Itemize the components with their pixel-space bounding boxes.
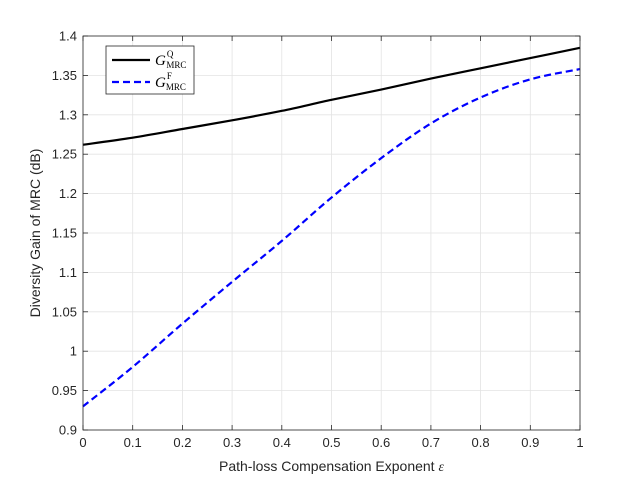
x-tick-label: 0.7 xyxy=(422,435,440,450)
y-axis-label: Diversity Gain of MRC (dB) xyxy=(27,149,43,318)
legend-label-f-sup: F xyxy=(167,71,172,81)
x-tick-label: 1 xyxy=(576,435,583,450)
legend-label-q-sup: Q xyxy=(167,49,174,59)
x-axis-ticks: 0 0.1 0.2 0.3 0.4 0.5 0.6 0.7 0.8 0.9 1 xyxy=(79,36,584,450)
x-tick-label: 0.8 xyxy=(472,435,490,450)
series-lines xyxy=(82,46,581,408)
series-line-0 xyxy=(82,46,581,146)
x-axis-label-text: Path-loss Compensation Exponent xyxy=(219,458,435,474)
legend-label-q-sub: MRC xyxy=(166,60,186,70)
x-axis-label: Path-loss Compensation Exponent ε xyxy=(219,458,444,475)
legend-label-f: GF MRC xyxy=(155,71,186,92)
x-axis-label-symbol: ε xyxy=(438,460,444,475)
x-tick-label: 0.1 xyxy=(124,435,142,450)
x-tick-label: 0.5 xyxy=(322,435,340,450)
y-axis-ticks: 0.9 0.95 1 1.05 1.1 1.15 1.2 1.25 1.3 1.35 1.4 xyxy=(52,29,580,438)
y-tick-label: 1 xyxy=(70,344,77,359)
y-tick-label: 1.25 xyxy=(52,147,77,162)
y-tick-label: 1.15 xyxy=(52,226,77,241)
legend-label-q-main: G xyxy=(155,53,166,69)
legend-entry-f: GF MRC xyxy=(112,71,186,92)
legend-label-f-main: G xyxy=(155,75,166,91)
y-tick-label: 1.3 xyxy=(59,107,77,122)
y-tick-label: 0.9 xyxy=(59,423,77,438)
legend-entry-q: GQ MRC xyxy=(112,49,186,70)
y-tick-label: 1.2 xyxy=(59,186,77,201)
x-tick-label: 0.3 xyxy=(223,435,241,450)
x-tick-label: 0.9 xyxy=(521,435,539,450)
x-tick-label: 0.4 xyxy=(273,435,291,450)
y-tick-label: 1.35 xyxy=(52,68,77,83)
y-tick-label: 0.95 xyxy=(52,383,77,398)
legend-box xyxy=(105,45,195,95)
y-tick-label: 1.05 xyxy=(52,304,77,319)
x-tick-label: 0.6 xyxy=(372,435,390,450)
y-tick-label: 1.1 xyxy=(59,265,77,280)
legend: GQ MRC GF MRC xyxy=(105,45,195,95)
legend-label-f-sub: MRC xyxy=(166,82,186,92)
x-tick-label: 0.2 xyxy=(173,435,191,450)
legend-label-q: GQ MRC xyxy=(155,49,186,70)
y-tick-label: 1.4 xyxy=(59,29,77,44)
x-tick-label: 0 xyxy=(79,435,86,450)
